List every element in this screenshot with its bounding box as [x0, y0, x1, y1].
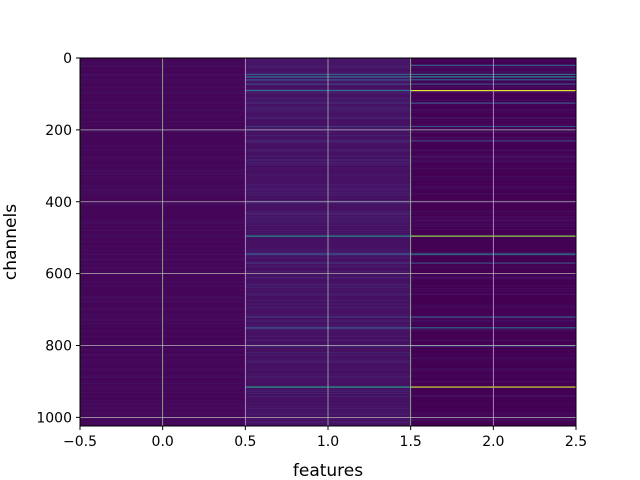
y-tick-label: 0	[63, 51, 72, 67]
y-axis-label: channels	[1, 204, 21, 280]
y-tick-label: 400	[45, 195, 72, 211]
y-tick-label: 200	[45, 123, 72, 139]
x-axis-label: features	[293, 461, 363, 480]
x-tick-label: 0.0	[152, 434, 174, 450]
x-tick-label: 1.0	[317, 434, 339, 450]
x-tick-label: 2.5	[565, 434, 587, 450]
y-tick-label: 1000	[36, 410, 72, 426]
y-tick-label: 800	[45, 339, 72, 355]
y-tick-label: 600	[45, 267, 72, 283]
y-axis: 0 200 400 600 800 1000	[36, 51, 80, 426]
x-tick-label: −0.5	[63, 434, 97, 450]
x-tick-label: 2.0	[482, 434, 504, 450]
x-tick-label: 0.5	[234, 434, 256, 450]
x-tick-label: 1.5	[400, 434, 422, 450]
x-axis: −0.5 0.0 0.5 1.0 1.5 2.0 2.5	[63, 426, 587, 450]
